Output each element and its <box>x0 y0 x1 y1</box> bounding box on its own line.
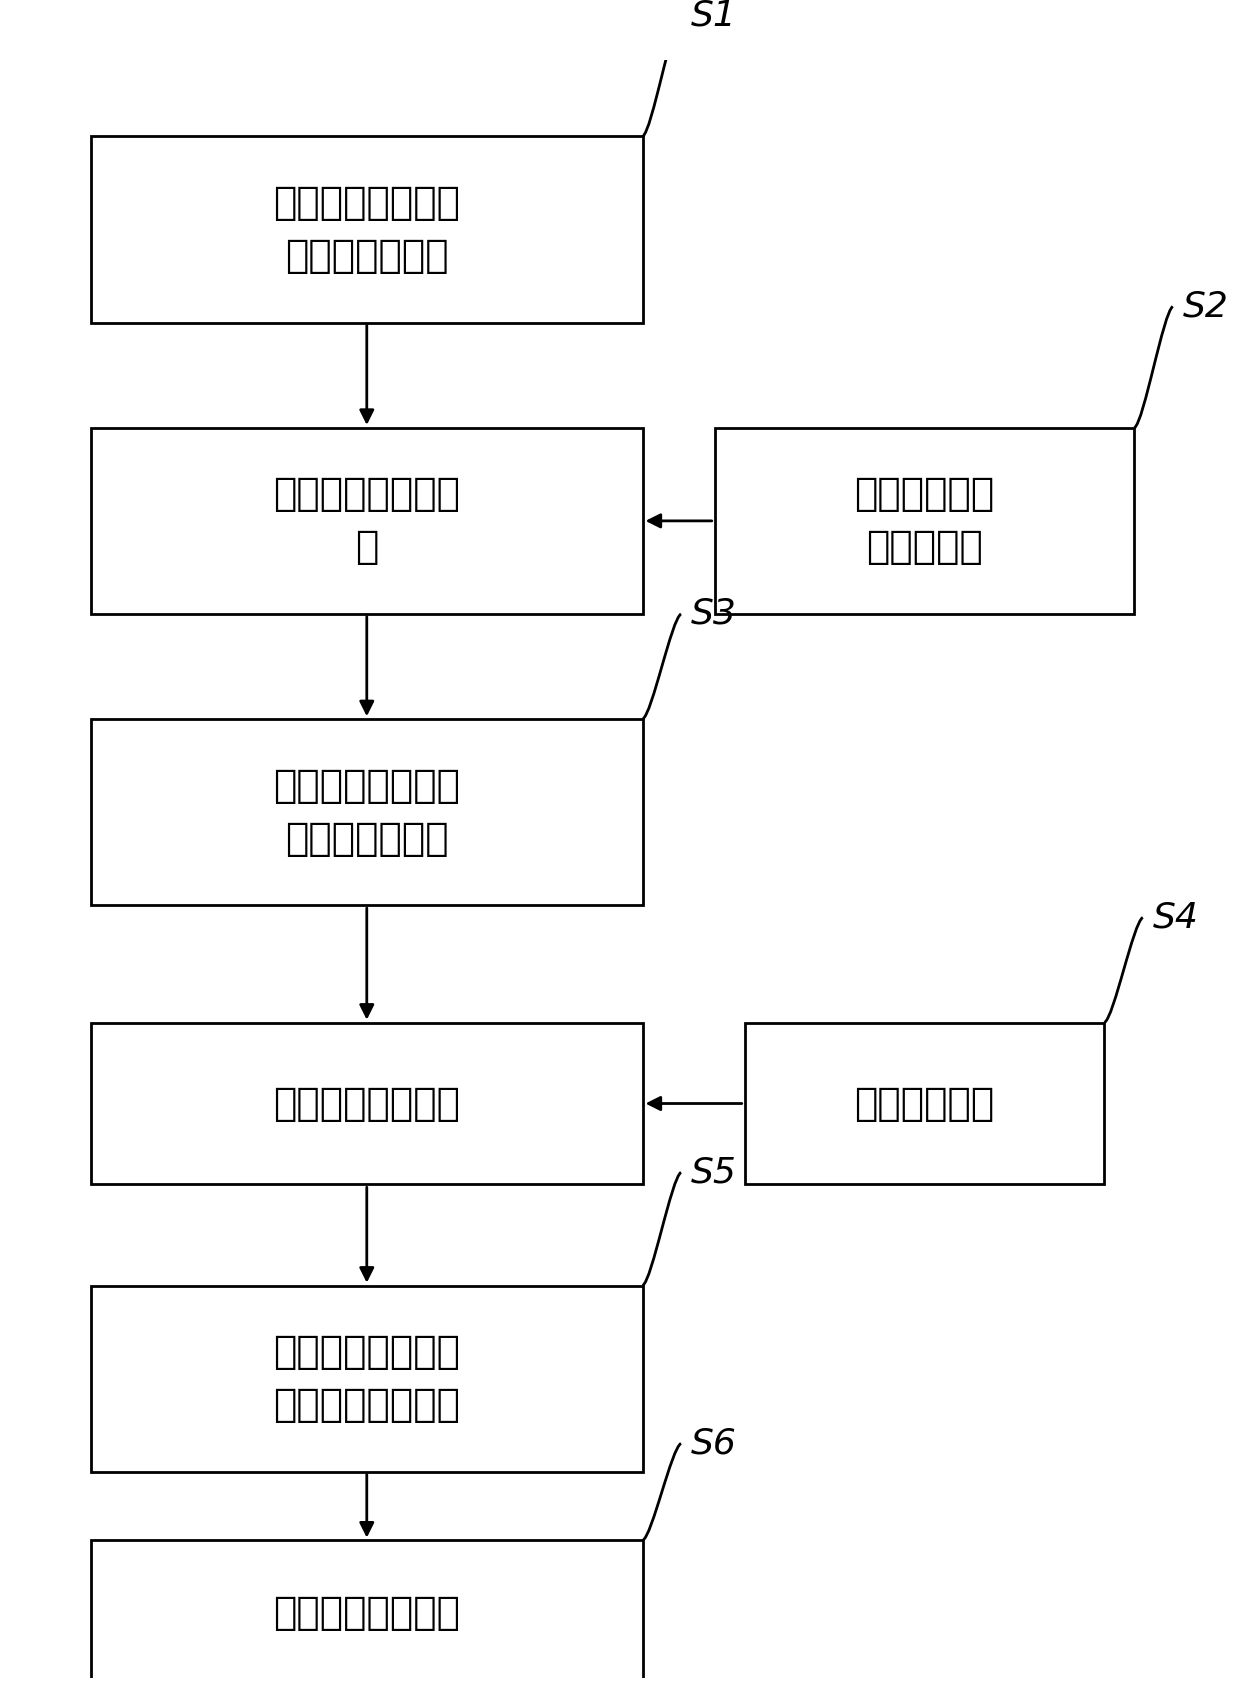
Text: 提取抽样得到的各
帧中的目标信息: 提取抽样得到的各 帧中的目标信息 <box>273 767 460 858</box>
Text: 目标检测与目标识
别: 目标检测与目标识 别 <box>273 475 460 566</box>
Text: S5: S5 <box>691 1156 737 1190</box>
Bar <box>714 428 1135 613</box>
Text: S3: S3 <box>691 596 737 630</box>
Text: 多摄像头数据融合: 多摄像头数据融合 <box>273 1594 460 1633</box>
Text: 坐标映射方程求解: 坐标映射方程求解 <box>273 1085 460 1122</box>
Bar <box>744 1023 1105 1185</box>
Bar <box>91 719 642 905</box>
Text: S2: S2 <box>1183 290 1229 324</box>
Bar <box>91 1540 642 1685</box>
Bar <box>91 1023 642 1185</box>
Text: 训练目标检测
与识别模型: 训练目标检测 与识别模型 <box>854 475 994 566</box>
Bar <box>91 428 642 613</box>
Text: S1: S1 <box>691 0 737 32</box>
Bar <box>91 136 642 322</box>
Text: 目标在三维空间坐
标系下的坐标获取: 目标在三维空间坐 标系下的坐标获取 <box>273 1333 460 1424</box>
Text: S6: S6 <box>691 1427 737 1461</box>
Text: 在场景中部署摄像
头采集视频数据: 在场景中部署摄像 头采集视频数据 <box>273 184 460 275</box>
Text: S4: S4 <box>1152 900 1198 935</box>
Text: 坐标映射建模: 坐标映射建模 <box>854 1085 994 1122</box>
Bar <box>91 1286 642 1471</box>
